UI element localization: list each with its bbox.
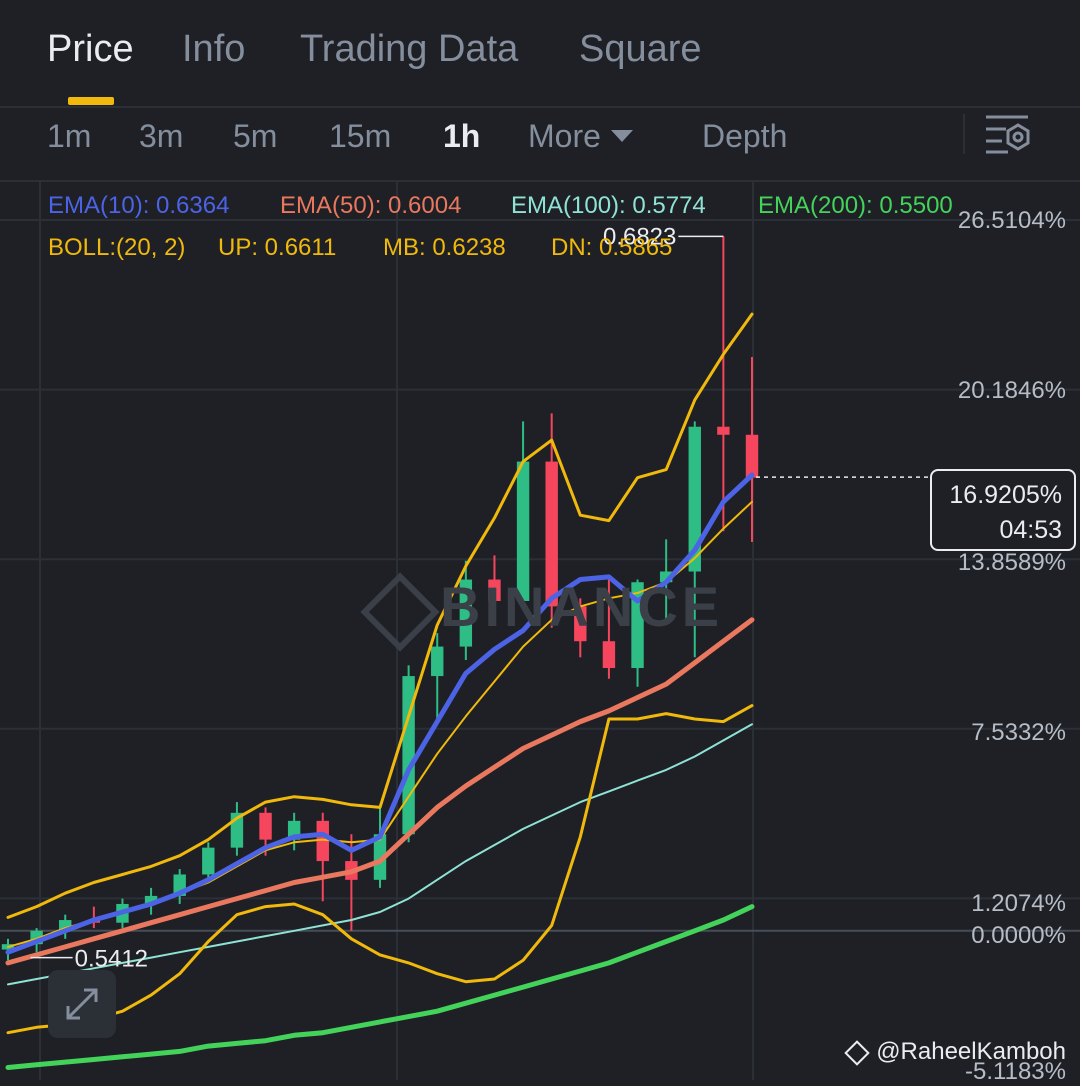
- candle-body: [602, 641, 616, 669]
- y-axis-label: 26.5104%: [957, 207, 1066, 234]
- interval-depth[interactable]: Depth: [702, 118, 788, 154]
- boll-dn-line: [6, 704, 754, 1035]
- tab-trading-data[interactable]: Trading Data: [300, 28, 519, 70]
- price-chart[interactable]: 0.6823 0.5412: [0, 180, 1080, 1080]
- candle-body: [659, 571, 673, 583]
- candle-body: [688, 426, 701, 572]
- low-price-label: 0.5412: [75, 946, 148, 973]
- toolbar-divider: [963, 114, 965, 154]
- top-tabs: Price Info Trading Data Square: [0, 0, 1080, 106]
- credit-watermark: @RaheelKamboh: [844, 1038, 1066, 1066]
- interval-1m[interactable]: 1m: [47, 118, 92, 154]
- candle-body: [373, 834, 387, 880]
- binance-diamond-icon: [844, 1039, 870, 1066]
- interval-1h[interactable]: 1h: [443, 118, 481, 154]
- chevron-down-icon: [610, 129, 633, 142]
- candle-body: [717, 426, 730, 435]
- interval-5m[interactable]: 5m: [233, 118, 278, 154]
- credit-text: @RaheelKamboh: [876, 1038, 1066, 1065]
- candle-body: [431, 646, 444, 677]
- candle-body: [259, 812, 272, 840]
- candle-body: [459, 579, 473, 647]
- interval-bar: 1m 3m 5m 15m 1h More Depth: [0, 108, 1080, 180]
- candle-body: [402, 676, 415, 835]
- y-axis-label: 1.2074%: [971, 890, 1066, 917]
- interval-15m[interactable]: 15m: [329, 118, 392, 154]
- ema10-legend: EMA(10): 0.6364: [48, 192, 230, 219]
- candle-body: [631, 582, 644, 669]
- toolbar-divider-bottom: [0, 180, 1080, 182]
- y-axis-label: 0.0000%: [971, 922, 1066, 949]
- boll-dn-legend: DN: 0.5865: [551, 234, 673, 261]
- boll-up-legend: UP: 0.6611: [218, 234, 337, 261]
- interval-more[interactable]: More: [528, 118, 633, 155]
- candle-body: [202, 847, 215, 875]
- ema50-line: [5, 617, 755, 966]
- ema100-line: [7, 723, 753, 986]
- chart-settings-icon: [986, 115, 1030, 154]
- active-tab-indicator: [68, 97, 114, 105]
- chart-watermark: BINANCE: [440, 575, 724, 638]
- candle-countdown: 04:53: [999, 516, 1062, 544]
- boll-up-line: [6, 312, 754, 919]
- tab-price[interactable]: Price: [47, 28, 134, 70]
- boll-mb-legend: MB: 0.6238: [383, 234, 506, 261]
- high-price-label: 0.6823: [603, 223, 676, 250]
- candle-body: [316, 820, 329, 862]
- candle-body: [516, 461, 530, 601]
- y-axis-label: 13.8589%: [957, 549, 1066, 576]
- current-percent: 16.9205%: [949, 481, 1062, 509]
- candle-body: [488, 579, 501, 601]
- interval-3m[interactable]: 3m: [139, 118, 184, 154]
- candle-body: [545, 461, 558, 607]
- ema50-legend: EMA(50): 0.6004: [280, 192, 462, 219]
- interval-more-label: More: [528, 118, 601, 154]
- tab-square[interactable]: Square: [579, 28, 702, 70]
- ema200-line: [5, 904, 755, 1070]
- chart-settings-button[interactable]: [984, 112, 1032, 156]
- candle-body: [574, 606, 587, 642]
- ema200-legend: EMA(200): 0.5500: [758, 192, 953, 219]
- candle-body: [144, 895, 158, 904]
- ema10-line: [5, 472, 755, 955]
- y-axis-label: 7.5332%: [971, 719, 1066, 746]
- candle-body: [59, 920, 72, 931]
- boll-legend: BOLL:(20, 2): [48, 234, 186, 261]
- expand-arrows-icon: [66, 988, 98, 1020]
- tabs-divider: [0, 106, 1080, 108]
- expand-chart-button[interactable]: [48, 970, 116, 1038]
- current-price-label: 16.9205% 04:53: [930, 469, 1076, 551]
- y-axis-label: 20.1846%: [957, 377, 1066, 404]
- tab-info[interactable]: Info: [182, 28, 246, 70]
- ema100-legend: EMA(100): 0.5774: [511, 192, 706, 219]
- candle-body: [745, 434, 759, 478]
